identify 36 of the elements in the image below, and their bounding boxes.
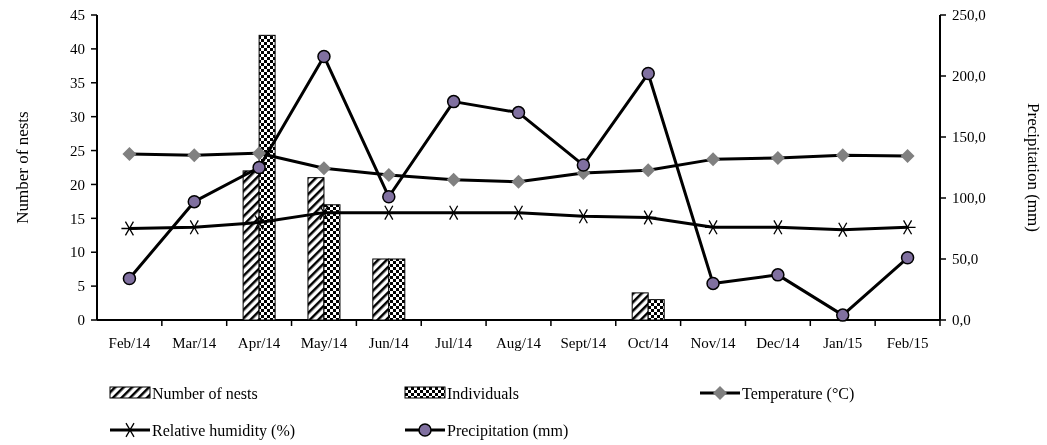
x-tick-label: Jul/14: [435, 335, 473, 351]
y2-tick-label: 200,0: [952, 68, 986, 85]
y-tick-label: 0: [77, 312, 85, 329]
x-tick-label: Oct/14: [627, 335, 670, 351]
y-tick-label: 45: [70, 7, 85, 24]
y-tick-label: 35: [70, 75, 85, 92]
y2-tick-label: 50,0: [952, 251, 979, 268]
x-tick-label: Dec/14: [756, 335, 801, 351]
x-tick-label: Aug/14: [496, 335, 542, 351]
legend-label: Individuals: [447, 384, 519, 402]
y-tick-label: 25: [70, 142, 85, 159]
legend-label: Precipitation (mm): [447, 421, 569, 440]
x-tick-label: Feb/14: [108, 335, 151, 351]
y-tick-label: 5: [77, 278, 85, 295]
legend-label: Temperature (°C): [742, 384, 855, 403]
x-tick-label: Feb/15: [886, 335, 929, 351]
x-tick-label: Jun/14: [368, 335, 410, 351]
x-tick-label: May/14: [300, 335, 348, 351]
y-tick-label: 10: [70, 244, 85, 261]
y2-tick-label: 0,0: [952, 312, 971, 329]
x-tick-label: Jan/15: [823, 335, 863, 351]
y-tick-label: 20: [70, 176, 85, 193]
y-tick-label: 40: [70, 41, 85, 58]
y2-tick-label: 150,0: [952, 129, 986, 146]
x-tick-label: Nov/14: [690, 335, 737, 351]
x-tick-label: Sept/14: [560, 335, 607, 351]
x-tick-label: Apr/14: [237, 335, 281, 351]
legend-label: Number of nests: [152, 384, 258, 402]
y-tick-label: 15: [70, 210, 85, 227]
x-tick-label: Mar/14: [172, 335, 217, 351]
y2-axis-title: Precipitation (mm): [1024, 103, 1043, 232]
y-tick-label: 30: [70, 108, 85, 125]
legend-label: Relative humidity (%): [152, 421, 296, 440]
y-axis-title: Number of nests: [13, 111, 32, 224]
y2-tick-label: 250,0: [952, 7, 986, 24]
y2-tick-label: 100,0: [952, 190, 986, 207]
